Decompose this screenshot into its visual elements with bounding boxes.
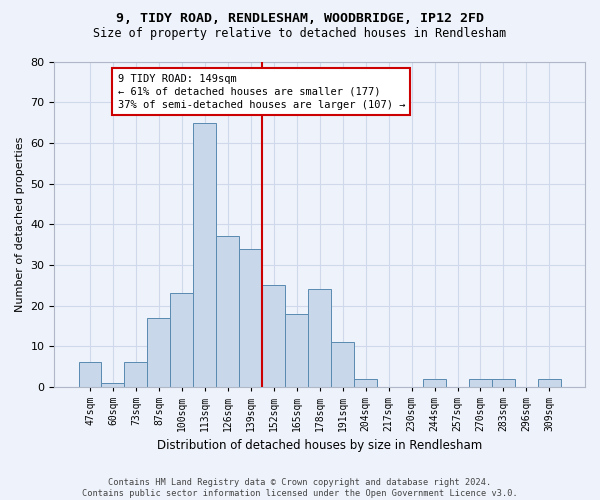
- Bar: [193, 122, 217, 387]
- Bar: [101, 383, 124, 387]
- Bar: [423, 379, 446, 387]
- Bar: [285, 314, 308, 387]
- Y-axis label: Number of detached properties: Number of detached properties: [15, 136, 25, 312]
- X-axis label: Distribution of detached houses by size in Rendlesham: Distribution of detached houses by size …: [157, 440, 482, 452]
- Bar: [239, 248, 262, 387]
- Text: Contains HM Land Registry data © Crown copyright and database right 2024.
Contai: Contains HM Land Registry data © Crown c…: [82, 478, 518, 498]
- Bar: [124, 362, 148, 387]
- Bar: [170, 294, 193, 387]
- Bar: [308, 290, 331, 387]
- Bar: [469, 379, 492, 387]
- Bar: [79, 362, 101, 387]
- Bar: [538, 379, 561, 387]
- Text: 9 TIDY ROAD: 149sqm
← 61% of detached houses are smaller (177)
37% of semi-detac: 9 TIDY ROAD: 149sqm ← 61% of detached ho…: [118, 74, 405, 110]
- Bar: [148, 318, 170, 387]
- Text: Size of property relative to detached houses in Rendlesham: Size of property relative to detached ho…: [94, 27, 506, 40]
- Bar: [354, 379, 377, 387]
- Bar: [331, 342, 354, 387]
- Bar: [262, 285, 285, 387]
- Bar: [217, 236, 239, 387]
- Bar: [492, 379, 515, 387]
- Text: 9, TIDY ROAD, RENDLESHAM, WOODBRIDGE, IP12 2FD: 9, TIDY ROAD, RENDLESHAM, WOODBRIDGE, IP…: [116, 12, 484, 24]
